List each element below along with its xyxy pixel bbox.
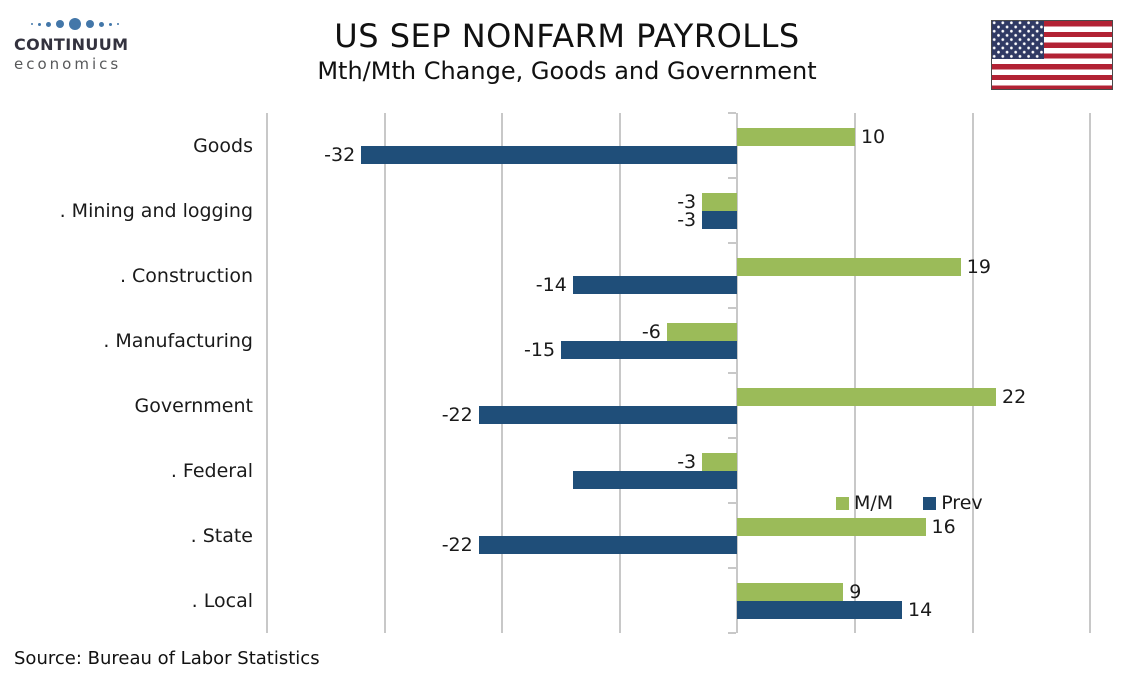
- axis-tick: [728, 112, 737, 114]
- bar-m-m-construction: [737, 257, 961, 276]
- continuum-economics-logo: CONTINUUM economics: [14, 16, 164, 73]
- bar-prev-federal: [572, 470, 738, 489]
- continuum-dots-icon: [16, 16, 134, 32]
- axis-tick: [728, 502, 737, 504]
- axis-tick: [728, 567, 737, 569]
- logo-dot: [117, 23, 119, 25]
- category-label: . Construction: [119, 264, 253, 287]
- legend-item-prev: Prev: [923, 492, 983, 514]
- bar-value-label: -22: [441, 403, 473, 426]
- logo-dot: [31, 23, 33, 25]
- logo-dot: [56, 20, 64, 28]
- category-label: . Federal: [170, 459, 253, 482]
- bar-value-label: -3: [677, 208, 697, 231]
- legend-label-prev: Prev: [941, 492, 983, 514]
- bar-m-m-manufacturing: [666, 322, 738, 341]
- axis-tick: [728, 242, 737, 244]
- us-flag-icon: [991, 20, 1113, 90]
- gridline: [501, 113, 504, 633]
- logo-dot: [38, 22, 41, 26]
- gridline: [383, 113, 386, 633]
- bar-prev-goods: [361, 145, 738, 164]
- bar-value-label: 9: [849, 580, 862, 603]
- bar-value-label: -22: [441, 533, 473, 556]
- bar-prev-government: [478, 405, 738, 424]
- logo-dot: [109, 22, 112, 26]
- bar-m-m-local: [737, 582, 844, 601]
- logo-dot: [69, 18, 81, 30]
- bar-value-label: -15: [524, 338, 556, 361]
- logo-sub-text: economics: [14, 55, 122, 73]
- bar-value-label: -6: [641, 320, 661, 343]
- legend-swatch-mm: [836, 496, 849, 510]
- category-label: . Manufacturing: [103, 329, 253, 352]
- gridline: [971, 113, 974, 633]
- bar-value-label: -32: [324, 143, 356, 166]
- bar-m-m-government: [737, 387, 997, 406]
- category-label: Government: [134, 394, 254, 417]
- chart-legend: M/M Prev: [836, 493, 1013, 513]
- axis-tick: [728, 372, 737, 374]
- source-note: Source: Bureau of Labor Statistics: [14, 648, 320, 669]
- category-label: Goods: [193, 134, 253, 157]
- chart-subtitle: Mth/Mth Change, Goods and Government: [317, 57, 817, 85]
- bar-value-label: 16: [931, 515, 956, 538]
- logo-dot: [46, 21, 51, 27]
- bar-value-label: 14: [907, 598, 933, 621]
- axis-tick: [728, 177, 737, 179]
- category-label: . State: [190, 524, 253, 547]
- logo-brand-text: CONTINUUM: [14, 35, 129, 54]
- bar-prev-mining-and-logging: [702, 210, 738, 229]
- chart-title-block: US SEP NONFARM PAYROLLS Mth/Mth Change, …: [160, 18, 974, 85]
- bar-value-label: 22: [1002, 385, 1027, 408]
- bar-prev-local: [737, 600, 902, 619]
- axis-tick: [728, 307, 737, 309]
- bar-prev-state: [478, 535, 738, 554]
- axis-tick: [728, 437, 737, 439]
- zero-axis-line: [736, 113, 739, 633]
- legend-item-mm: M/M: [836, 493, 893, 513]
- legend-swatch-prev: [923, 496, 937, 510]
- logo-dot: [86, 20, 94, 28]
- chart-title: US SEP NONFARM PAYROLLS: [334, 17, 800, 55]
- logo-dot: [99, 21, 104, 27]
- bar-m-m-state: [737, 517, 926, 536]
- gridline: [618, 113, 621, 633]
- bar-value-label: 19: [966, 255, 991, 278]
- bar-prev-manufacturing: [561, 340, 738, 359]
- gridline: [1089, 113, 1092, 633]
- us-flag-canton: [992, 21, 1044, 59]
- bar-value-label: 10: [860, 125, 886, 148]
- gridline: [266, 113, 269, 633]
- gridline: [853, 113, 856, 633]
- bar-value-label: -3: [677, 450, 697, 473]
- category-label: . Mining and logging: [59, 199, 253, 222]
- bar-m-m-federal: [702, 452, 738, 471]
- legend-label-mm: M/M: [854, 492, 894, 514]
- bar-value-label: -14: [535, 273, 567, 296]
- bar-m-m-mining-and-logging: [702, 192, 738, 211]
- bar-prev-construction: [572, 275, 738, 294]
- bar-value-label: -3: [677, 190, 697, 213]
- axis-tick: [728, 632, 737, 634]
- category-label: . Local: [191, 589, 253, 612]
- bar-m-m-goods: [737, 127, 855, 146]
